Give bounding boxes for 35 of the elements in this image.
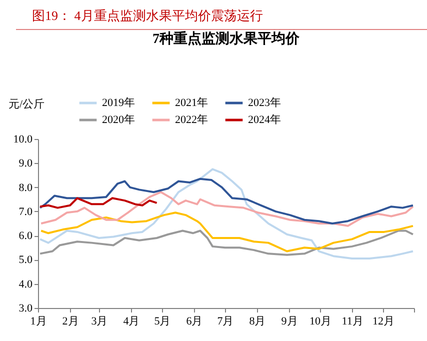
line-series xyxy=(39,230,414,256)
line-series xyxy=(39,168,414,260)
x-tick-label: 12月 xyxy=(372,316,395,328)
y-tick-label: 8.0 xyxy=(18,182,33,194)
x-tick-label: 7月 xyxy=(217,316,234,328)
x-tick-label: 4月 xyxy=(123,316,140,328)
line-series xyxy=(40,191,414,227)
y-axis-title: 元/公斤 xyxy=(8,98,45,110)
legend-label: 2023年 xyxy=(248,97,281,109)
legend-label: 2020年 xyxy=(102,114,135,126)
legend-label: 2022年 xyxy=(175,114,208,126)
legend-label: 2024年 xyxy=(248,114,281,126)
x-tick-label: 11月 xyxy=(342,316,364,328)
line-series xyxy=(39,197,158,209)
y-tick-label: 9.0 xyxy=(18,158,33,170)
x-tick-label: 3月 xyxy=(91,316,108,328)
y-tick-label: 5.0 xyxy=(18,254,33,266)
y-tick-label: 6.0 xyxy=(18,230,33,242)
y-tick-label: 7.0 xyxy=(18,206,33,218)
legend-label: 2021年 xyxy=(175,97,208,109)
line-series xyxy=(40,212,414,252)
x-tick-label: 6月 xyxy=(186,316,203,328)
chart-title: 图19： 4月重点监测水果平均价震荡运行 xyxy=(16,0,427,30)
x-tick-label: 5月 xyxy=(154,316,171,328)
x-tick-label: 2月 xyxy=(62,316,79,328)
x-tick-label: 1月 xyxy=(30,316,47,328)
y-tick-label: 4.0 xyxy=(18,278,33,290)
chart-subtitle: 7种重点监测水果平均价 xyxy=(152,31,300,47)
x-tick-label: 10月 xyxy=(310,316,332,328)
line-series xyxy=(39,178,414,224)
y-tick-label: 10.0 xyxy=(13,134,33,146)
legend-label: 2019年 xyxy=(102,97,135,109)
x-tick-label: 9月 xyxy=(281,316,298,328)
x-tick-label: 8月 xyxy=(249,316,266,328)
y-tick-label: 3.0 xyxy=(18,302,33,314)
